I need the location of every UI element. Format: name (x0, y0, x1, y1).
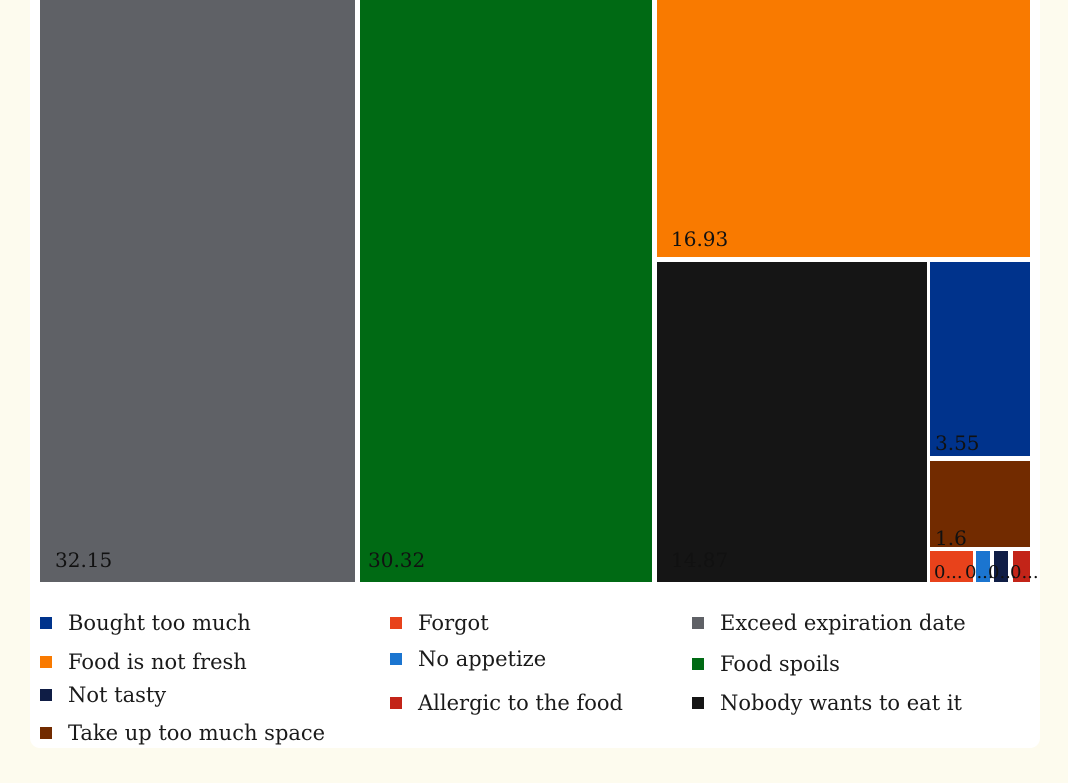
legend-item-nobody-wants-to-eat-it[interactable]: Nobody wants to eat it (692, 691, 962, 715)
legend-swatch (390, 617, 402, 629)
legend-swatch (40, 689, 52, 701)
legend-label: Not tasty (68, 683, 167, 707)
treemap-tile-no-appetize[interactable] (976, 551, 990, 582)
legend-label: Forgot (418, 611, 489, 635)
treemap-tile-bought-too-much[interactable] (930, 262, 1030, 456)
legend-label: Food spoils (720, 652, 840, 676)
data-label-not-tasty: 0... (988, 562, 1017, 583)
data-label-exceed-expiration-date: 32.15 (55, 548, 112, 572)
chart-card: 32.15 30.32 16.93 14.87 3.55 1.6 0... 0... 0... 0… (30, 0, 1040, 748)
legend-label: Nobody wants to eat it (720, 691, 962, 715)
legend-swatch (40, 656, 52, 668)
data-label-forgot: 0... (934, 562, 963, 583)
data-label-take-up-too-much-space: 1.6 (935, 526, 967, 550)
legend-label: No appetize (418, 647, 547, 671)
legend-item-forgot[interactable]: Forgot (390, 611, 489, 635)
legend-label: Bought too much (68, 611, 251, 635)
legend-swatch (390, 653, 402, 665)
legend-label: Allergic to the food (418, 691, 623, 715)
legend-item-food-is-not-fresh[interactable]: Food is not fresh (40, 650, 247, 674)
legend-swatch (692, 658, 704, 670)
legend-swatch (40, 617, 52, 629)
treemap-tile-food-is-not-fresh[interactable] (657, 0, 1030, 257)
data-label-bought-too-much: 3.55 (935, 431, 980, 455)
data-label-food-is-not-fresh: 16.93 (671, 227, 728, 251)
treemap-tile-forgot[interactable] (930, 551, 973, 582)
legend-item-not-tasty[interactable]: Not tasty (40, 683, 166, 707)
treemap-tile-allergic-to-the-food[interactable] (1013, 551, 1030, 582)
data-label-food-spoils: 30.32 (368, 548, 425, 572)
legend-swatch (390, 697, 402, 709)
legend-label: Food is not fresh (68, 650, 247, 674)
legend-label: Take up too much space (68, 721, 326, 745)
legend-swatch (692, 617, 704, 629)
legend-item-bought-too-much[interactable]: Bought too much (40, 611, 251, 635)
treemap-tile-not-tasty[interactable] (994, 551, 1008, 582)
legend-label: Exceed expiration date (720, 611, 966, 635)
legend-item-take-up-too-much-space[interactable]: Take up too much space (40, 721, 325, 745)
treemap-tile-nobody-wants-to-eat-it[interactable] (657, 262, 927, 582)
treemap-tile-exceed-expiration-date[interactable] (40, 0, 355, 582)
treemap-tile-take-up-too-much-space[interactable] (930, 461, 1030, 547)
legend-item-no-appetize[interactable]: No appetize (390, 647, 546, 671)
legend-swatch (692, 697, 704, 709)
legend-item-exceed-expiration-date[interactable]: Exceed expiration date (692, 611, 966, 635)
legend-item-food-spoils[interactable]: Food spoils (692, 652, 840, 676)
data-label-nobody-wants-to-eat-it: 14.87 (671, 548, 728, 572)
data-label-no-appetize: 0... (965, 562, 994, 583)
legend-swatch (40, 727, 52, 739)
data-label-allergic-to-the-food: 0... (1010, 562, 1039, 583)
treemap-tile-food-spoils[interactable] (360, 0, 652, 582)
legend-item-allergic-to-the-food[interactable]: Allergic to the food (390, 691, 623, 715)
